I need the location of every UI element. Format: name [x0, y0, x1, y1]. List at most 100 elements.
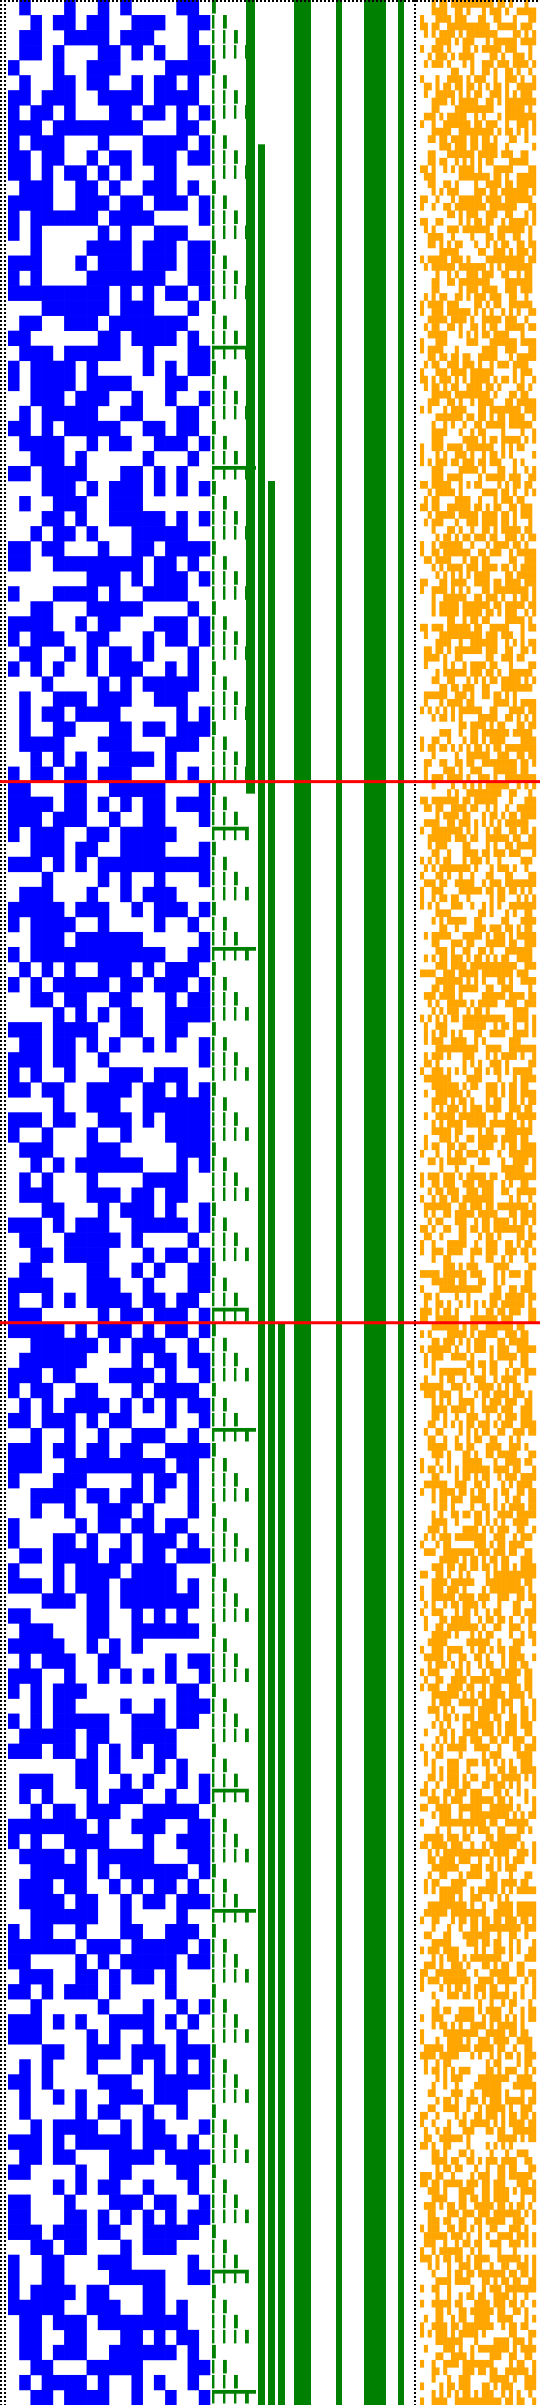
blue-cell — [153, 195, 166, 211]
blue-cell — [19, 1142, 31, 1158]
orange-cell — [439, 1194, 444, 1203]
blue-cell — [86, 300, 99, 316]
orange-cell — [439, 871, 444, 880]
orange-cell — [505, 563, 510, 572]
orange-cell — [470, 225, 475, 234]
orange-cell — [420, 1270, 425, 1278]
blue-cell — [187, 766, 200, 782]
orange-cell — [532, 405, 537, 414]
orange-cell — [489, 729, 494, 737]
staircase-cell — [234, 2014, 238, 2028]
orange-cell — [427, 856, 432, 865]
orange-cell — [512, 15, 517, 23]
orange-cell — [532, 1014, 537, 1023]
orange-cell — [497, 729, 502, 737]
blue-cell — [109, 1292, 121, 1309]
orange-cell — [520, 187, 525, 196]
orange-cell — [532, 1187, 537, 1196]
orange-cell — [478, 774, 483, 782]
orange-cell — [505, 909, 510, 918]
orange-cell — [450, 97, 455, 106]
staircase-cell — [223, 676, 227, 690]
orange-cell — [516, 1240, 521, 1248]
orange-cell — [466, 608, 471, 617]
orange-cell — [532, 578, 537, 587]
blue-cell — [187, 1382, 200, 1399]
orange-cell — [493, 1270, 498, 1278]
orange-cell — [481, 586, 486, 594]
orange-cell — [427, 841, 432, 850]
orange-cell — [474, 142, 479, 151]
blue-cell — [97, 1187, 110, 1203]
orange-cell — [474, 97, 479, 106]
orange-cell — [478, 127, 483, 136]
blue-cell — [131, 465, 143, 482]
orange-cell — [516, 1014, 521, 1023]
orange-cell — [516, 578, 521, 587]
orange-cell — [443, 1202, 448, 1211]
orange-cell — [520, 428, 525, 437]
orange-cell — [501, 992, 506, 1000]
orange-cell — [462, 105, 467, 113]
orange-cell — [447, 1255, 452, 1263]
orange-cell — [447, 909, 452, 918]
blue-cell — [187, 2044, 200, 2060]
blue-cell — [64, 721, 76, 737]
orange-cell — [481, 75, 486, 83]
orange-cell — [435, 638, 440, 647]
orange-cell — [431, 127, 436, 136]
blue-cell — [97, 1488, 110, 1504]
orange-cell — [520, 969, 525, 978]
blue-cell — [176, 721, 188, 737]
orange-cell — [431, 1202, 436, 1211]
orange-cell — [454, 631, 459, 640]
blue-cell — [153, 75, 166, 91]
orange-cell — [489, 7, 494, 16]
orange-cell — [458, 1225, 463, 1233]
orange-cell — [466, 744, 471, 752]
orange-cell — [443, 1074, 448, 1083]
orange-cell — [435, 1059, 440, 1068]
orange-cell — [489, 1119, 494, 1128]
orange-cell — [443, 0, 448, 8]
orange-cell — [474, 105, 479, 113]
orange-cell — [435, 37, 440, 46]
blue-cell — [86, 210, 99, 226]
orange-cell — [524, 112, 529, 121]
orange-cell — [439, 834, 444, 842]
orange-cell — [493, 1097, 498, 1105]
orange-cell — [431, 586, 436, 594]
orange-cell — [489, 781, 494, 790]
blue-cell — [153, 1743, 166, 1759]
staircase-cell — [212, 2239, 215, 2254]
orange-cell — [497, 360, 502, 369]
orange-cell — [481, 458, 486, 467]
staircase-cell — [223, 706, 226, 720]
orange-cell — [470, 323, 475, 331]
orange-cell — [454, 1210, 459, 1218]
orange-cell — [447, 390, 452, 399]
blue-cell — [131, 1488, 143, 1504]
blue-cell — [198, 15, 211, 31]
orange-cell — [501, 781, 506, 790]
blue-cell — [30, 796, 42, 812]
staircase-cell — [223, 1127, 226, 1141]
orange-cell — [528, 526, 533, 534]
orange-cell — [450, 1104, 455, 1113]
staircase-cell — [245, 1608, 249, 1622]
staircase-cell — [212, 1097, 215, 1111]
orange-cell — [501, 676, 506, 685]
orange-cell — [431, 30, 436, 38]
blue-cell — [109, 721, 121, 737]
orange-cell — [450, 368, 455, 376]
orange-cell — [474, 623, 479, 632]
blue-cell — [153, 556, 166, 572]
orange-cell — [508, 338, 513, 346]
orange-cell — [512, 97, 517, 106]
blue-cell — [19, 1458, 31, 1474]
orange-cell — [528, 1149, 533, 1158]
blue-cell — [19, 2029, 31, 2045]
blue-cell — [75, 977, 87, 993]
orange-cell — [532, 781, 537, 790]
orange-cell — [454, 826, 459, 835]
